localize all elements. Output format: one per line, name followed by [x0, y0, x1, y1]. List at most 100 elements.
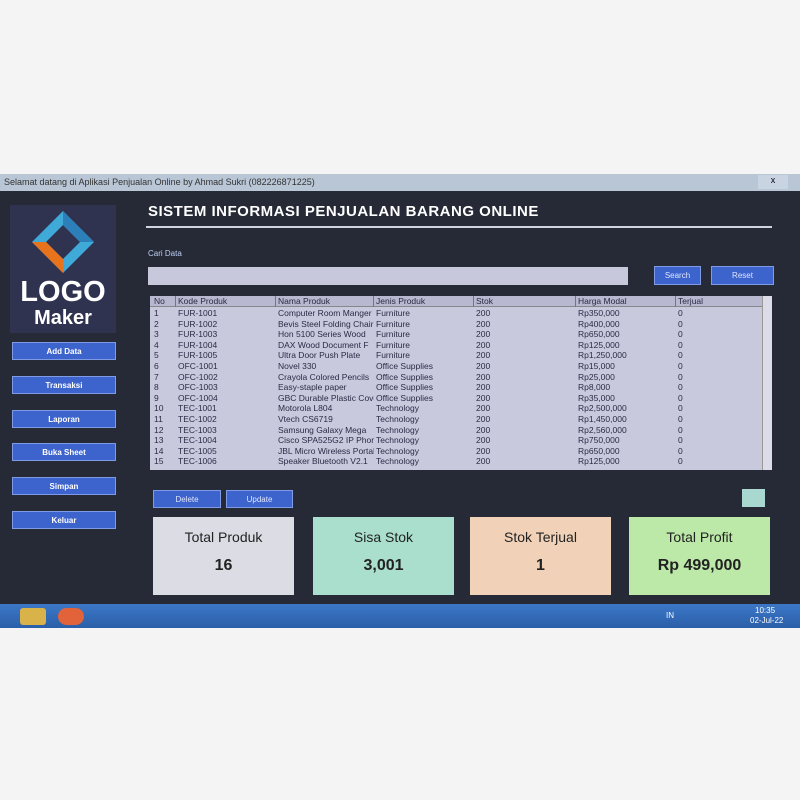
taskbar-icon[interactable]	[58, 608, 84, 625]
table-cell: 3	[154, 329, 159, 340]
clock-date[interactable]: 02-Jul-22	[750, 616, 784, 625]
table-cell: Rp750,000	[578, 435, 620, 446]
table-cell: 200	[476, 350, 491, 361]
table-cell: Speaker Bluetooth V2.1	[278, 456, 368, 467]
search-input[interactable]	[148, 267, 628, 285]
table-cell: Rp125,000	[578, 456, 620, 467]
card-label: Sisa Stok	[353, 529, 414, 545]
table-header-bg	[150, 296, 762, 307]
column-divider	[473, 296, 474, 307]
table-cell: Furniture	[376, 350, 411, 361]
summary-card: Total Produk 16	[153, 517, 294, 595]
card-label: Total Produk	[184, 529, 263, 545]
table-cell: TEC-1003	[178, 424, 217, 435]
delete-button[interactable]: Delete	[153, 490, 221, 508]
column-header: Stok	[476, 296, 494, 306]
table-cell: Vtech CS6719	[278, 414, 333, 424]
table-cell: 14	[154, 445, 164, 456]
table-cell: Rp1,450,000	[578, 414, 627, 424]
table-cell: FUR-1002	[178, 318, 218, 329]
table-cell: 200	[476, 339, 491, 350]
table-cell: Computer Room Manger	[278, 308, 372, 318]
table-cell: Motorola L804	[278, 403, 333, 414]
window-title: Selamat datang di Aplikasi Penjualan Onl…	[0, 174, 800, 191]
table-cell: 0	[678, 382, 683, 393]
column-divider	[675, 296, 676, 307]
clock-time[interactable]: 10:35	[755, 606, 776, 615]
card-value: Rp 499,000	[657, 557, 742, 574]
taskbar: IN 10:35 02-Jul-22	[0, 604, 800, 628]
table-cell: FUR-1005	[178, 350, 218, 361]
table-cell: 13	[154, 435, 164, 446]
divider	[146, 226, 772, 228]
sidebar-button[interactable]: Keluar	[12, 511, 116, 529]
table-cell: 0	[678, 308, 683, 318]
search-button[interactable]: Search	[654, 266, 701, 285]
table-cell: 15	[154, 456, 164, 467]
table-cell: Rp400,000	[578, 318, 620, 329]
taskbar-icon[interactable]	[20, 608, 46, 625]
column-header: Terjual	[678, 296, 704, 306]
table-cell: Office Supplies	[376, 371, 434, 382]
table-cell: Technology	[376, 403, 420, 414]
table-cell: 0	[678, 403, 683, 414]
close-button[interactable]: x	[758, 175, 788, 189]
table-cell: 4	[154, 339, 159, 350]
status-indicator	[742, 489, 765, 507]
column-header: Harga Modal	[578, 296, 627, 306]
table-cell: 0	[678, 318, 683, 329]
column-divider	[575, 296, 576, 307]
table-cell: FUR-1004	[178, 339, 218, 350]
table-cell: Rp2,560,000	[578, 424, 627, 435]
table-cell: Easy-staple paper	[278, 382, 347, 393]
table-cell: 200	[476, 308, 491, 318]
sidebar-button[interactable]: Laporan	[12, 409, 116, 428]
table-cell: Rp350,000	[578, 308, 620, 318]
table-cell: Rp25,000	[578, 371, 615, 382]
table-cell: 200	[476, 435, 491, 446]
logo-text: LOGO	[20, 276, 106, 308]
table-cell: 0	[678, 371, 683, 382]
table-cell: 0	[678, 350, 683, 361]
table-cell: Rp35,000	[578, 392, 615, 403]
table-cell: Rp650,000	[578, 445, 620, 456]
table-cell: Novel 330	[278, 361, 317, 371]
table-cell: 11	[154, 414, 163, 424]
column-divider	[373, 296, 374, 307]
scrollbar[interactable]	[762, 296, 772, 470]
sidebar-button[interactable]: Add Data	[12, 342, 116, 360]
table-cell: Technology	[376, 424, 420, 435]
table-cell: JBL Micro Wireless Portable	[278, 445, 374, 456]
card-value: 16	[214, 557, 233, 574]
sidebar-button[interactable]: Simpan	[12, 477, 116, 496]
table-cell: TEC-1006	[178, 456, 217, 467]
language[interactable]: IN	[666, 611, 674, 620]
table-cell: 0	[678, 424, 683, 435]
header-title: SISTEM INFORMASI PENJUALAN BARANG ONLINE	[148, 203, 539, 220]
table-cell: Technology	[376, 445, 420, 456]
table-cell: FUR-1001	[178, 308, 218, 318]
reset-button[interactable]: Reset	[711, 266, 774, 285]
table-cell: Rp1,250,000	[578, 350, 627, 361]
table-cell: 200	[476, 318, 491, 329]
sidebar-button[interactable]: Buka Sheet	[12, 443, 116, 462]
table-cell: 12	[154, 424, 164, 435]
column-header: No	[154, 296, 165, 306]
table-cell: 0	[678, 339, 683, 350]
table-cell: Samsung Galaxy Mega	[278, 424, 367, 435]
table-cell: FUR-1003	[178, 329, 218, 340]
table-cell: Rp15,000	[578, 361, 615, 371]
update-button[interactable]: Update	[226, 490, 293, 508]
table-cell: Furniture	[376, 318, 411, 329]
table-cell: TEC-1005	[178, 445, 217, 456]
logo-icon	[32, 211, 94, 273]
sidebar-button[interactable]: Transaksi	[12, 375, 116, 394]
table-cell: OFC-1003	[178, 382, 218, 393]
search-label: Cari Data	[148, 249, 182, 258]
table-cell: 200	[476, 329, 491, 340]
table-cell: Rp125,000	[578, 339, 620, 350]
table-cell: Cisco SPA525G2 IP Phone	[278, 435, 374, 446]
table-cell: TEC-1001	[178, 403, 217, 414]
table-cell: Technology	[376, 456, 420, 467]
table-cell: Rp8,000	[578, 382, 611, 393]
